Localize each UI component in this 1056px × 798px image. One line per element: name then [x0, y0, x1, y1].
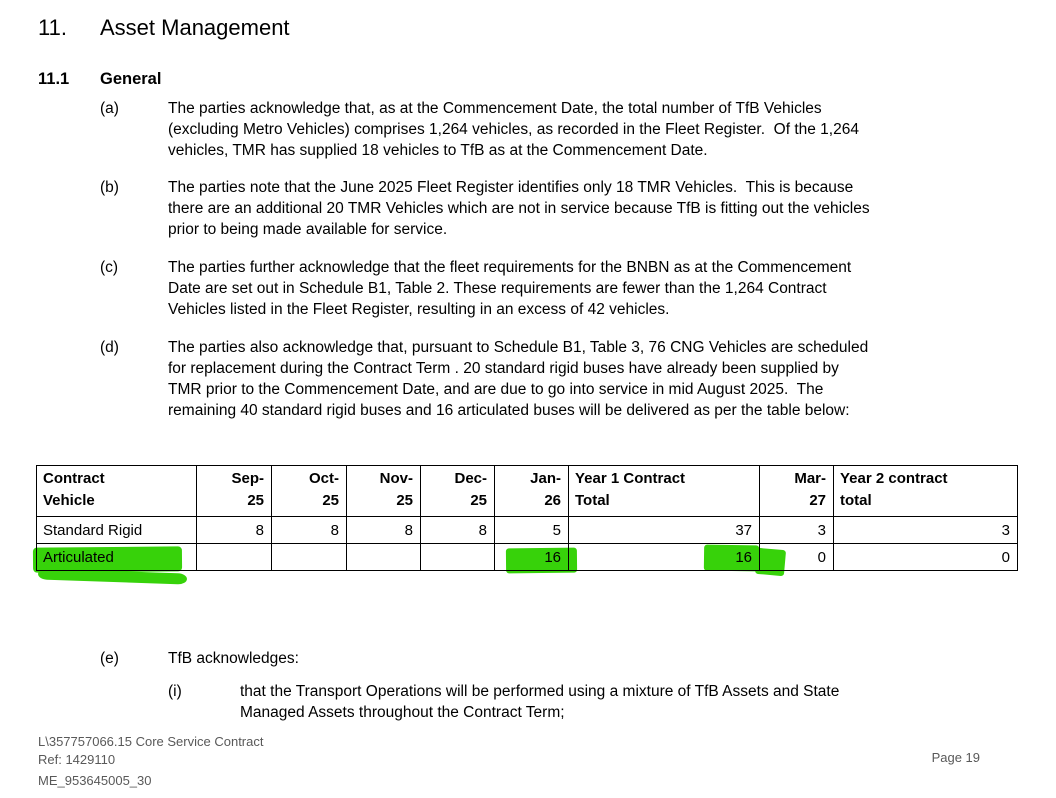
header-line: Jan-: [530, 470, 561, 487]
column-header-dec-25: Dec- 25: [420, 465, 495, 517]
clause-d: (d) The parties also acknowledge that, p…: [100, 337, 1040, 421]
table-row-articulated: Articulated 16 16 0 0: [36, 543, 1018, 571]
clause-a: (a) The parties acknowledge that, as at …: [100, 98, 1040, 161]
table-cell: [346, 543, 421, 571]
table-cell: 16: [494, 543, 569, 571]
clause-a-label: (a): [100, 100, 119, 117]
column-header-jan-26: Jan- 26: [494, 465, 569, 517]
subclause-i-label: (i): [168, 683, 182, 700]
header-line: Dec-: [454, 470, 487, 487]
header-line: Sep-: [231, 470, 264, 487]
table-cell: 0: [833, 543, 1018, 571]
column-header-year2-total: Year 2 contract total: [833, 465, 1018, 517]
subclause-i-text: that the Transport Operations will be pe…: [240, 683, 840, 721]
table-cell: 0: [759, 543, 834, 571]
clause-c: (c) The parties further acknowledge that…: [100, 257, 1040, 320]
clause-e: (e) TfB acknowledges:: [100, 648, 1040, 669]
section-number: 11.: [38, 15, 67, 40]
header-line: 25: [322, 492, 339, 509]
clause-d-text: The parties also acknowledge that, pursu…: [168, 339, 869, 419]
table-cell: 8: [420, 516, 495, 544]
table-cell: [196, 543, 272, 571]
clause-b: (b) The parties note that the June 2025 …: [100, 177, 1040, 240]
subsection-heading: 11.1 General: [38, 70, 161, 89]
column-header-contract-vehicle: Contract Vehicle: [36, 465, 197, 517]
header-line: 25: [470, 492, 487, 509]
table-cell: 5: [494, 516, 569, 544]
header-line: 27: [809, 492, 826, 509]
column-header-oct-25: Oct- 25: [271, 465, 347, 517]
footer-doc-id: ME_953645005_30: [38, 773, 152, 788]
header-line: Total: [575, 492, 610, 509]
section-title: Asset Management: [100, 15, 290, 40]
clause-e-label: (e): [100, 650, 119, 667]
header-line: total: [840, 492, 872, 509]
table-cell: 3: [833, 516, 1018, 544]
header-line: Contract: [43, 470, 105, 487]
header-line: Nov-: [379, 470, 413, 487]
fleet-delivery-table: Contract Vehicle Sep- 25 Oct- 25 Nov- 25…: [36, 465, 1018, 571]
clause-b-label: (b): [100, 179, 119, 196]
table-cell: [271, 543, 347, 571]
clause-d-label: (d): [100, 339, 119, 356]
footer-page-number: Page 19: [931, 750, 980, 765]
clause-c-label: (c): [100, 259, 119, 276]
table-cell: 8: [271, 516, 347, 544]
subsection-title: General: [100, 70, 162, 88]
header-line: Oct-: [309, 470, 339, 487]
clause-c-text: The parties further acknowledge that the…: [168, 259, 852, 318]
section-heading: 11. Asset Management: [38, 15, 290, 41]
table-cell: 3: [759, 516, 834, 544]
table-cell: [420, 543, 495, 571]
subclause-i: (i) that the Transport Operations will b…: [168, 681, 1040, 723]
column-header-mar-27: Mar- 27: [759, 465, 834, 517]
header-line: Mar-: [794, 470, 826, 487]
table-cell: 8: [196, 516, 272, 544]
table-cell: Standard Rigid: [36, 516, 197, 544]
column-header-year1-total: Year 1 Contract Total: [568, 465, 760, 517]
subsection-number: 11.1: [38, 70, 70, 88]
clause-a-text: The parties acknowledge that, as at the …: [168, 100, 859, 159]
clause-e-text: TfB acknowledges:: [168, 650, 299, 667]
header-line: 25: [396, 492, 413, 509]
header-line: 25: [247, 492, 264, 509]
table-cell: 8: [346, 516, 421, 544]
footer-ref-number: Ref: 1429110: [38, 752, 116, 767]
table-cell: 37: [568, 516, 760, 544]
table-cell: 16: [568, 543, 760, 571]
header-line: Year 1 Contract: [575, 470, 686, 487]
table-row-standard-rigid: Standard Rigid 8 8 8 8 5 37 3 3: [36, 516, 1018, 544]
table-header-row: Contract Vehicle Sep- 25 Oct- 25 Nov- 25…: [36, 465, 1018, 517]
header-line: 26: [544, 492, 561, 509]
header-line: Vehicle: [43, 492, 95, 509]
table-cell: Articulated: [36, 543, 197, 571]
header-line: Year 2 contract: [840, 470, 948, 487]
footer-doc-ref: L\357757066.15 Core Service Contract: [38, 734, 264, 749]
clause-b-text: The parties note that the June 2025 Flee…: [168, 179, 870, 238]
column-header-sep-25: Sep- 25: [196, 465, 272, 517]
column-header-nov-25: Nov- 25: [346, 465, 421, 517]
